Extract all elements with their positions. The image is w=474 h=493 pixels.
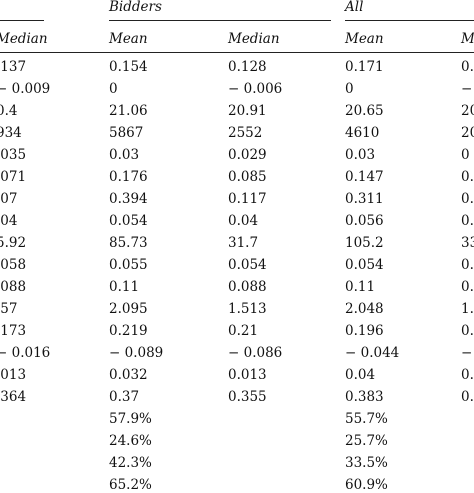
cell: 2552	[228, 125, 263, 141]
cell: .04	[0, 213, 18, 229]
cell: 0.054	[228, 257, 267, 273]
cell: .013	[0, 367, 27, 383]
cell: .071	[0, 169, 27, 185]
cell: 0.	[461, 59, 474, 75]
cell: 20	[461, 125, 474, 141]
group-header-bidders: Bidders	[109, 0, 162, 15]
cell: 20.91	[228, 103, 267, 119]
cell: 0.013	[228, 367, 267, 383]
cell: 0.	[461, 257, 474, 273]
cell: 33.5%	[345, 455, 388, 471]
column-header-bidders-mean: Mean	[109, 31, 148, 47]
cell: 0.176	[109, 169, 148, 185]
cell: − 0.016	[0, 345, 51, 361]
cell: 0.088	[228, 279, 267, 295]
cell: 0	[109, 81, 118, 97]
cell: 0.383	[345, 389, 384, 405]
cell: 24.6%	[109, 433, 152, 449]
column-header-all-mean: Mean	[345, 31, 384, 47]
cell: 0.37	[109, 389, 140, 405]
cell: 0.355	[228, 389, 267, 405]
cell: 0.	[461, 323, 474, 339]
cell: 42.3%	[109, 455, 152, 471]
cell: 4610	[345, 125, 380, 141]
cell: 0.21	[228, 323, 259, 339]
cell: 1.	[461, 301, 474, 317]
bidders-group-rule	[109, 20, 331, 21]
cell: 0.085	[228, 169, 267, 185]
cell: 0.055	[109, 257, 148, 273]
cell: 0.147	[345, 169, 384, 185]
cell: 33	[461, 235, 474, 251]
cell: 0.117	[228, 191, 267, 207]
cell: − 0.089	[109, 345, 164, 361]
cell: 65.2%	[109, 477, 152, 493]
cell: 0.04	[228, 213, 259, 229]
all-group-rule	[345, 20, 474, 21]
cell: −	[461, 345, 473, 361]
cell: 0.196	[345, 323, 384, 339]
cell: .173	[0, 323, 27, 339]
cell: 25.7%	[345, 433, 388, 449]
cell: 934	[0, 125, 22, 141]
cell: 0.032	[109, 367, 148, 383]
cell: 0.11	[345, 279, 376, 295]
cell: 2.048	[345, 301, 384, 317]
cell: 0.	[461, 169, 474, 185]
cell: 0.154	[109, 59, 148, 75]
cell: 0.394	[109, 191, 148, 207]
cell: 31.7	[228, 235, 259, 251]
cell: 0.	[461, 213, 474, 229]
cell: .058	[0, 257, 27, 273]
cell: 0.04	[345, 367, 376, 383]
cell: 0	[461, 147, 470, 163]
cell: 0.029	[228, 147, 267, 163]
cell: 20	[461, 103, 474, 119]
cell: .137	[0, 59, 27, 75]
cell: 0.	[461, 367, 474, 383]
cell: 0.171	[345, 59, 384, 75]
cell: 57.9%	[109, 411, 152, 427]
cell: .07	[0, 191, 18, 207]
cell: .088	[0, 279, 27, 295]
cell: 0.128	[228, 59, 267, 75]
cell: 0.219	[109, 323, 148, 339]
cell: 0	[345, 81, 354, 97]
cell: 5.92	[0, 235, 27, 251]
cell: 60.9%	[345, 477, 388, 493]
cell: − 0.006	[228, 81, 283, 97]
cell: 0.4	[0, 103, 18, 119]
cell: 0.311	[345, 191, 384, 207]
cell: .57	[0, 301, 18, 317]
group-header-all: All	[345, 0, 364, 15]
cell: 5867	[109, 125, 144, 141]
cell: .364	[0, 389, 27, 405]
column-header-bidders-median: Median	[228, 31, 280, 47]
cell: 2.095	[109, 301, 148, 317]
cell: 0.	[461, 191, 474, 207]
column-header-median-left: Median	[0, 31, 48, 47]
cell: .035	[0, 147, 27, 163]
cell: 21.06	[109, 103, 148, 119]
cell: 0.03	[109, 147, 140, 163]
cell: − 0.044	[345, 345, 400, 361]
cell: 0.03	[345, 147, 376, 163]
cell: − 0.009	[0, 81, 51, 97]
cell: 0.056	[345, 213, 384, 229]
cell: 0.11	[109, 279, 140, 295]
cell: 55.7%	[345, 411, 388, 427]
header-rule	[0, 52, 474, 53]
cell: 20.65	[345, 103, 384, 119]
cell: 0.054	[109, 213, 148, 229]
cell: 0.	[461, 389, 474, 405]
cell: −	[461, 81, 473, 97]
left-group-rule	[0, 20, 44, 21]
cell: 0.	[461, 279, 474, 295]
cell: 85.73	[109, 235, 148, 251]
cell: 105.2	[345, 235, 384, 251]
column-header-all-median: M	[461, 31, 474, 47]
cell: 0.054	[345, 257, 384, 273]
cell: − 0.086	[228, 345, 283, 361]
cell: 1.513	[228, 301, 267, 317]
